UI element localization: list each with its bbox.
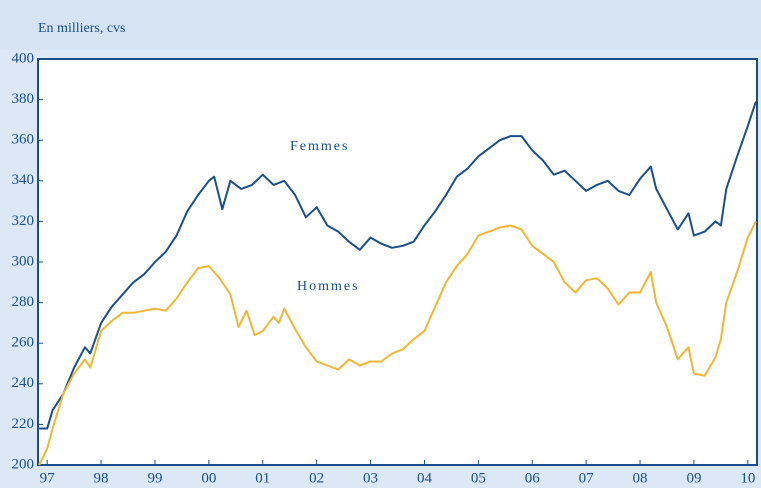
y-tick-label: 360	[12, 132, 35, 148]
y-tick-label: 260	[12, 335, 35, 351]
series-line	[39, 101, 757, 430]
series-label: Femmes	[290, 139, 349, 154]
x-tick-label: 10	[740, 470, 755, 486]
subtitle: En milliers, cvs	[38, 21, 126, 36]
x-tick-label: 09	[686, 470, 701, 486]
y-tick-label: 380	[12, 91, 35, 107]
y-tick-label: 220	[12, 416, 35, 432]
header-band	[0, 0, 761, 50]
y-tick-label: 340	[12, 172, 35, 188]
y-tick-label: 400	[12, 50, 35, 66]
y-tick-label: 300	[12, 253, 35, 269]
y-tick-label: 280	[12, 294, 35, 310]
x-tick-label: 08	[633, 470, 648, 486]
y-tick-label: 320	[12, 213, 35, 229]
series-label: Hommes	[297, 279, 360, 294]
series-line	[38, 220, 757, 466]
x-tick-label: 07	[579, 470, 595, 486]
x-tick-label: 98	[94, 470, 109, 486]
x-tick-label: 00	[201, 470, 216, 486]
x-tick-label: 06	[525, 470, 541, 486]
x-tick-label: 03	[363, 470, 378, 486]
x-tick-label: 02	[309, 470, 324, 486]
x-tick-label: 97	[40, 470, 56, 486]
plot-area	[37, 58, 758, 466]
x-tick-label: 01	[255, 470, 270, 486]
y-tick-label: 240	[12, 375, 35, 391]
x-tick-label: 99	[147, 470, 162, 486]
x-tick-label: 04	[417, 470, 433, 486]
x-tick-label: 05	[471, 470, 486, 486]
y-tick-label: 200	[12, 456, 35, 472]
